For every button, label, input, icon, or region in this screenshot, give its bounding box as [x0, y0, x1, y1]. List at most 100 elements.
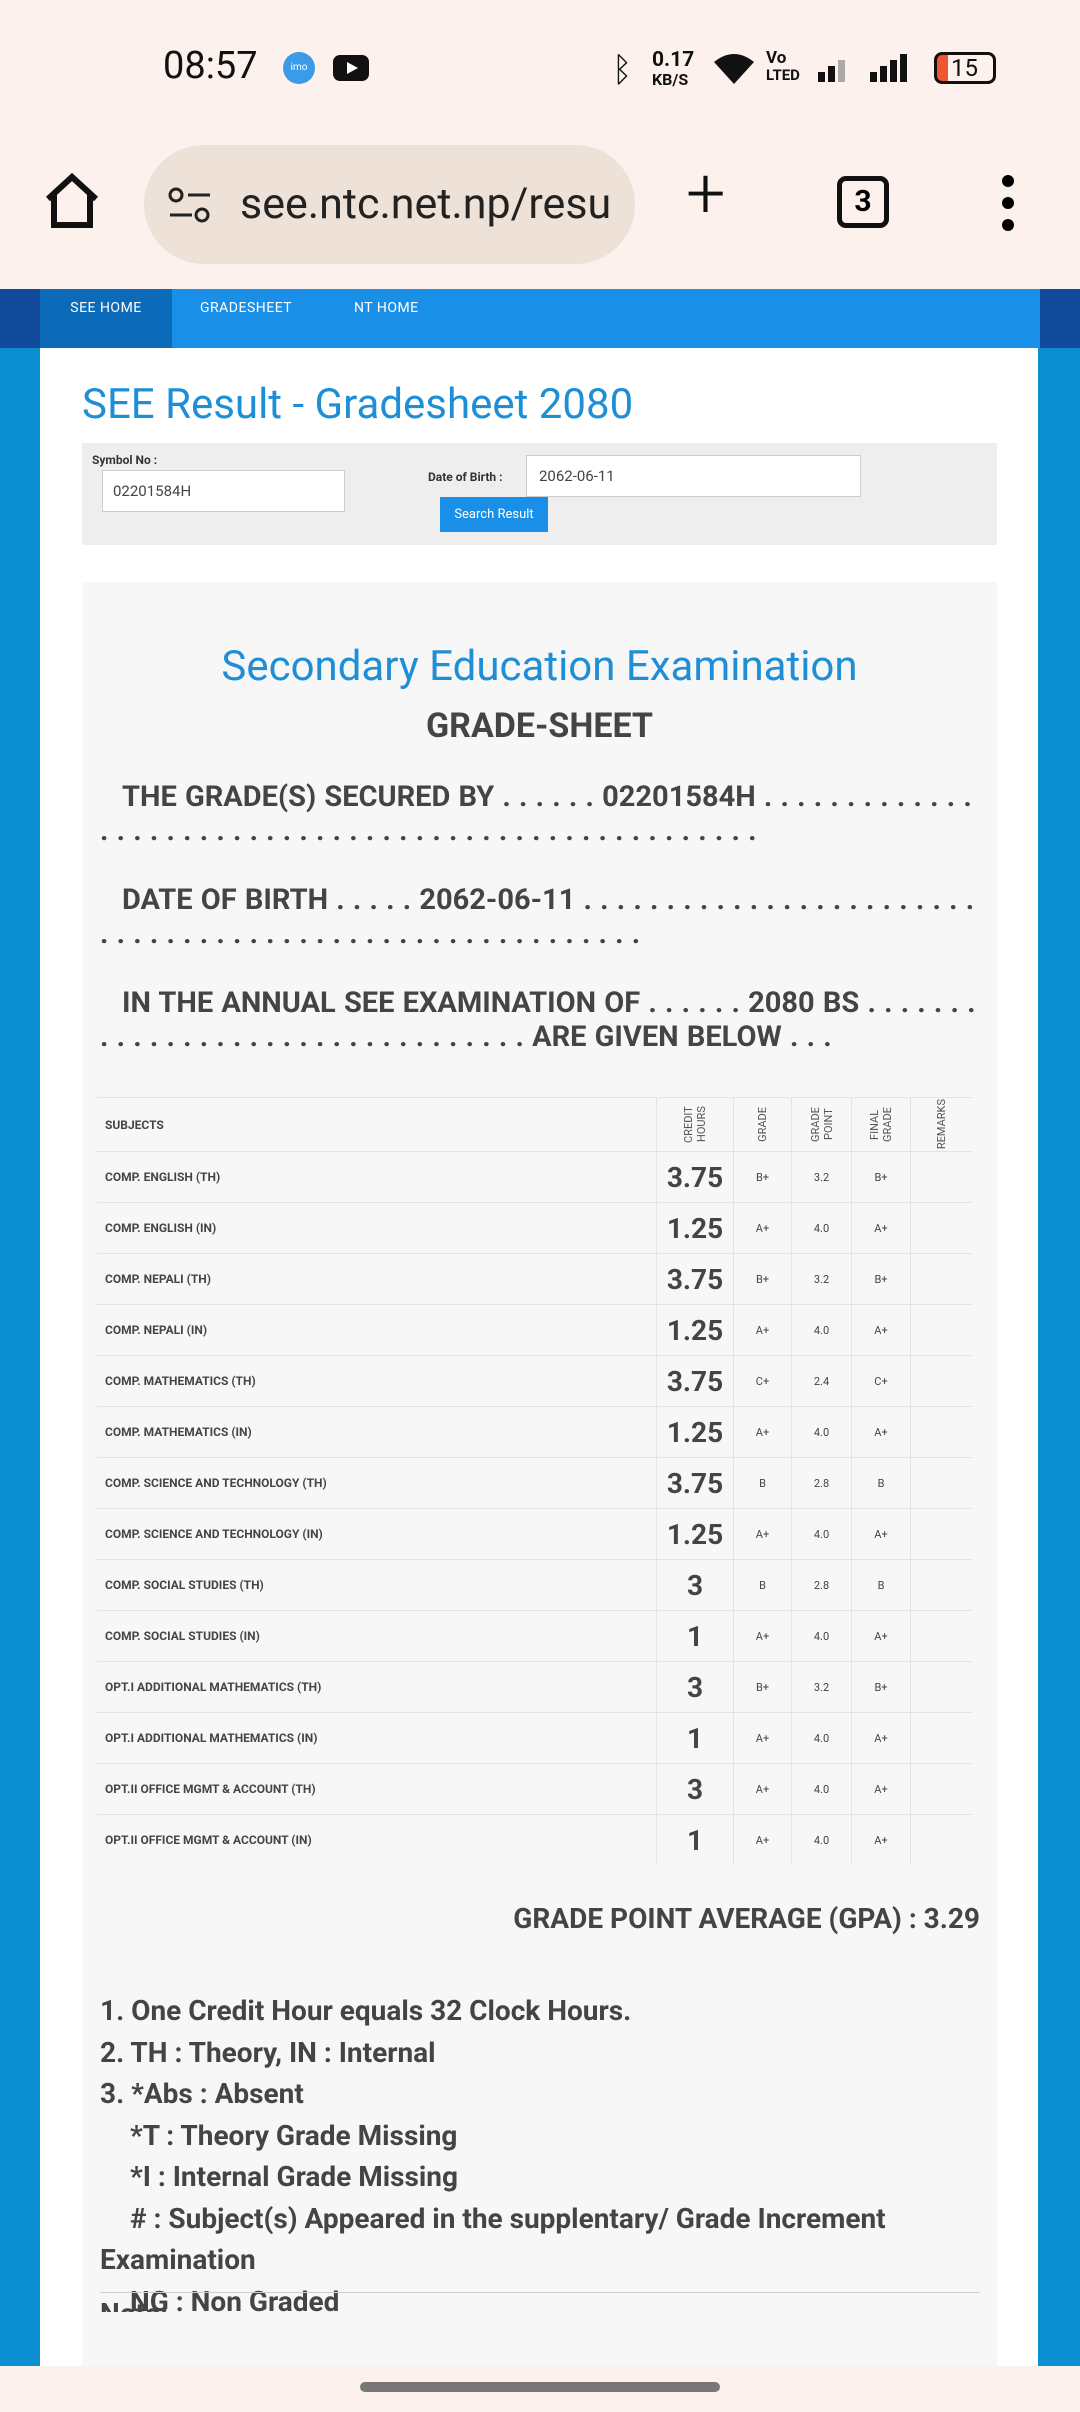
subject: COMP. ENGLISH (IN): [97, 1202, 656, 1253]
url[interactable]: see.ntc.net.np/resu: [240, 179, 612, 229]
subject: OPT.II OFFICE MGMT & ACCOUNT (TH): [97, 1763, 656, 1814]
table-header: GRADE POINT: [791, 1097, 851, 1151]
symbol-input[interactable]: 02201584H: [102, 470, 345, 512]
youtube-icon: [333, 55, 369, 81]
note: NG : Non Graded: [130, 2284, 340, 2318]
sheet-line: DATE OF BIRTH . . . . . 2062-06-11 . . .…: [100, 883, 975, 951]
grade-cell: A+: [733, 1763, 791, 1814]
note: 2. TH : Theory, IN : Internal: [100, 2035, 436, 2069]
grade-cell: B: [851, 1559, 910, 1610]
battery: 15: [934, 52, 996, 84]
subject: OPT.I ADDITIONAL MATHEMATICS (IN): [97, 1712, 656, 1763]
page-title: SEE Result - Gradesheet 2080: [82, 380, 634, 429]
grade-cell: 4.0: [791, 1406, 851, 1457]
remarks-cell: [910, 1304, 972, 1355]
sheet-heading: Secondary Education Examination: [221, 642, 858, 691]
grade-cell: A+: [733, 1610, 791, 1661]
grade-cell: A+: [851, 1304, 910, 1355]
note: *I : Internal Grade Missing: [130, 2160, 458, 2193]
grade-cell: B+: [851, 1151, 910, 1202]
grade-table: SUBJECTS CREDIT HOURS GRADE GRADE POINT FINA…: [97, 1097, 972, 1865]
address-bar[interactable]: see.ntc.net.np/resu: [144, 145, 635, 264]
dob-input[interactable]: 2062-06-11: [526, 455, 861, 497]
search-form: Symbol No : 02201584H Date of Birth : 20…: [82, 443, 997, 545]
note-heading: Note:: [100, 2294, 168, 2312]
volte-bottom: LTED: [766, 66, 800, 84]
grade-cell: 1: [656, 1814, 733, 1865]
remarks-cell: [910, 1508, 972, 1559]
grade-cell: A+: [733, 1814, 791, 1865]
grade-cell: A+: [733, 1406, 791, 1457]
grade-cell: B+: [851, 1253, 910, 1304]
note: 1. One Credit Hour equals 32 Clock Hours…: [100, 1994, 632, 2027]
grade-cell: 4.0: [791, 1508, 851, 1559]
nav-link[interactable]: NT HOME: [354, 300, 419, 316]
gesture-bar: [0, 2366, 1080, 2412]
new-tab-button[interactable]: +: [686, 153, 726, 235]
net-speed: 0.17: [652, 48, 695, 72]
grade-cell: A+: [733, 1304, 791, 1355]
nav-link[interactable]: GRADESHEET: [200, 300, 293, 316]
signal-icons: [818, 54, 907, 82]
remarks-cell: [910, 1457, 972, 1508]
header-text: SUBJECTS: [105, 1117, 164, 1132]
grade-cell: C+: [851, 1355, 910, 1406]
grade-cell: A+: [733, 1712, 791, 1763]
grade-cell: 3.75: [656, 1457, 733, 1508]
subject: COMP. MATHEMATICS (IN): [97, 1406, 656, 1457]
nav-edge: [1040, 289, 1080, 348]
grade-cell: B+: [851, 1661, 910, 1712]
bluetooth-icon: ᛒ: [612, 50, 633, 90]
grade-cell: B: [733, 1559, 791, 1610]
grade-cell: 1.25: [656, 1508, 733, 1559]
grade-cell: C+: [733, 1355, 791, 1406]
grade-cell: B+: [733, 1151, 791, 1202]
grade-cell: 1: [656, 1712, 733, 1763]
grade-cell: A+: [851, 1763, 910, 1814]
menu-button[interactable]: [996, 173, 1020, 233]
grade-cell: 4.0: [791, 1610, 851, 1661]
grade-cell: 1.25: [656, 1202, 733, 1253]
net-unit: KB/S: [652, 70, 689, 89]
table-header: SUBJECTS: [97, 1097, 656, 1151]
imo-icon: imo: [283, 52, 315, 84]
remarks-cell: [910, 1355, 972, 1406]
content: SEE Result - Gradesheet 2080 Symbol No :…: [40, 348, 1038, 2412]
grade-sheet: Secondary Education Examination GRADE-SH…: [82, 582, 997, 2412]
grade-cell: A+: [851, 1406, 910, 1457]
grade-cell: 3.75: [656, 1355, 733, 1406]
grade-cell: 3: [656, 1559, 733, 1610]
grade-cell: 4.0: [791, 1304, 851, 1355]
subject: COMP. MATHEMATICS (TH): [97, 1355, 656, 1406]
subject: COMP. NEPALI (TH): [97, 1253, 656, 1304]
search-button[interactable]: Search Result: [440, 497, 548, 532]
sheet-line: THE GRADE(S) SECURED BY . . . . . . 0220…: [100, 780, 972, 848]
grade-cell: B+: [733, 1253, 791, 1304]
symbol-label: Symbol No :: [92, 453, 158, 467]
remarks-cell: [910, 1661, 972, 1712]
remarks-cell: [910, 1406, 972, 1457]
grade-cell: 3: [656, 1661, 733, 1712]
sheet-subheading: GRADE-SHEET: [425, 706, 653, 746]
grade-cell: A+: [851, 1712, 910, 1763]
tab-count[interactable]: 3: [837, 176, 889, 228]
grade-cell: 3.2: [791, 1151, 851, 1202]
sheet-line: IN THE ANNUAL SEE EXAMINATION OF . . . .…: [100, 986, 976, 1054]
header-text: CREDIT HOURS: [682, 1106, 708, 1143]
dob-label: Date of Birth :: [428, 470, 503, 484]
table-header: CREDIT HOURS: [656, 1097, 733, 1151]
grade-cell: 1.25: [656, 1304, 733, 1355]
grade-cell: A+: [733, 1508, 791, 1559]
remarks-cell: [910, 1202, 972, 1253]
remarks-cell: [910, 1814, 972, 1865]
table-header: GRADE: [733, 1097, 791, 1151]
nav-link[interactable]: SEE HOME: [40, 289, 172, 348]
grade-cell: 2.4: [791, 1355, 851, 1406]
header-text: GRADE: [756, 1107, 769, 1142]
note: *T : Theory Grade Missing: [130, 2118, 458, 2152]
site-info-icon[interactable]: [168, 187, 212, 223]
subject: COMP. SOCIAL STUDIES (IN): [97, 1610, 656, 1661]
gpa: GRADE POINT AVERAGE (GPA) : 3.29: [513, 1902, 980, 1935]
grade-cell: B: [733, 1457, 791, 1508]
home-button[interactable]: [42, 171, 102, 231]
